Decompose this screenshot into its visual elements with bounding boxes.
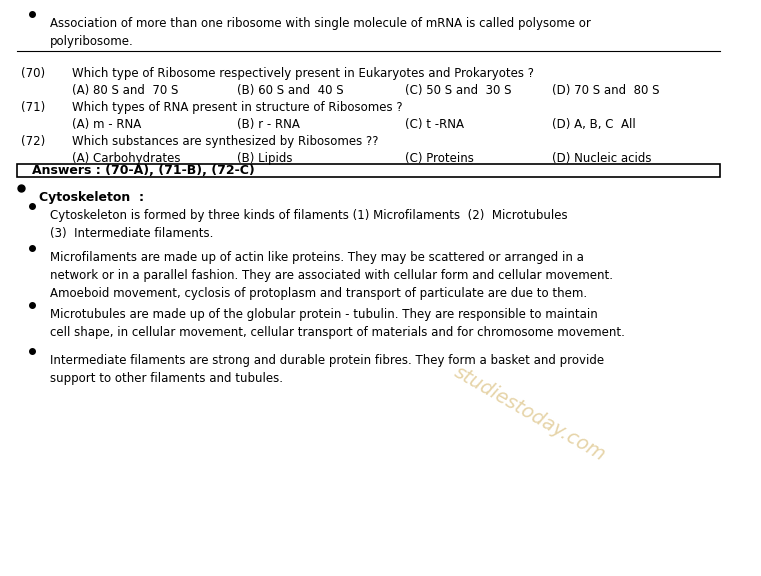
Text: Microfilaments are made up of actin like proteins. They may be scattered or arra: Microfilaments are made up of actin like…: [50, 251, 613, 300]
Text: (B) r - RNA: (B) r - RNA: [237, 118, 300, 131]
Text: (70): (70): [21, 67, 45, 79]
Text: Intermediate filaments are strong and durable protein fibres. They form a basket: Intermediate filaments are strong and du…: [50, 354, 604, 385]
FancyBboxPatch shape: [18, 164, 720, 177]
Text: (C) 50 S and  30 S: (C) 50 S and 30 S: [406, 84, 512, 97]
Text: (D) 70 S and  80 S: (D) 70 S and 80 S: [552, 84, 659, 97]
Text: (C) t -RNA: (C) t -RNA: [406, 118, 464, 131]
Text: Which types of RNA present in structure of Ribosomes ?: Which types of RNA present in structure …: [72, 101, 403, 114]
Text: (72): (72): [21, 135, 46, 148]
Text: (A) Carbohydrates: (A) Carbohydrates: [72, 152, 181, 165]
Text: Association of more than one ribosome with single molecule of mRNA is called pol: Association of more than one ribosome wi…: [50, 17, 591, 48]
Text: (B) Lipids: (B) Lipids: [237, 152, 292, 165]
Text: Which substances are synthesized by Ribosomes ??: Which substances are synthesized by Ribo…: [72, 135, 379, 148]
Text: (71): (71): [21, 101, 46, 114]
Text: Cytoskeleton is formed by three kinds of filaments (1) Microfilaments  (2)  Micr: Cytoskeleton is formed by three kinds of…: [50, 209, 568, 240]
Text: (D) A, B, C  All: (D) A, B, C All: [552, 118, 635, 131]
Text: (A) 80 S and  70 S: (A) 80 S and 70 S: [72, 84, 179, 97]
Text: (D) Nucleic acids: (D) Nucleic acids: [552, 152, 651, 165]
Text: (C) Proteins: (C) Proteins: [406, 152, 474, 165]
Text: Answers : (70-A), (71-B), (72-C): Answers : (70-A), (71-B), (72-C): [32, 164, 255, 177]
Text: (B) 60 S and  40 S: (B) 60 S and 40 S: [237, 84, 344, 97]
Text: Cytoskeleton  :: Cytoskeleton :: [40, 191, 145, 204]
Text: Microtubules are made up of the globular protein - tubulin. They are responsible: Microtubules are made up of the globular…: [50, 308, 626, 339]
Text: (A) m - RNA: (A) m - RNA: [72, 118, 142, 131]
Text: studiestoday.com: studiestoday.com: [451, 362, 609, 465]
Text: Which type of Ribosome respectively present in Eukaryotes and Prokaryotes ?: Which type of Ribosome respectively pres…: [72, 67, 534, 79]
